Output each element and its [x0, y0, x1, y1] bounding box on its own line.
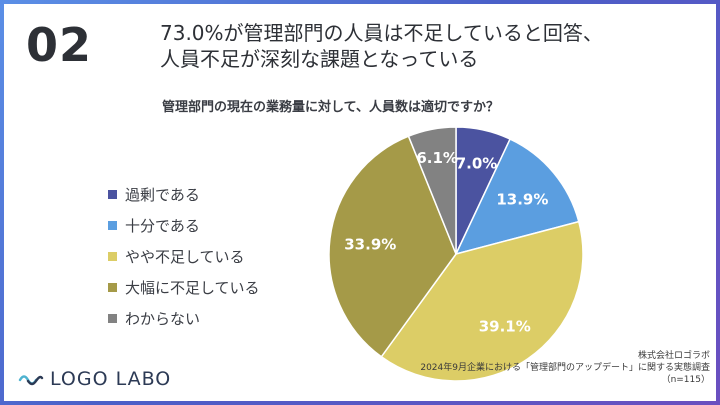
logo-wave-icon: [18, 375, 44, 386]
pie-data-label: 39.1%: [479, 317, 531, 335]
legend-label: 大幅に不足している: [125, 279, 260, 297]
legend-label: わからない: [125, 310, 201, 328]
legend-swatch: [108, 221, 117, 230]
pie-slice: [328, 135, 457, 358]
pie-data-label: 13.9%: [496, 191, 548, 209]
headline-line-2: 人員不足が深刻な課題となっている: [160, 47, 479, 71]
logo: LOGO LABO: [18, 368, 171, 390]
chart-title: 管理部門の現在の業務量に対して、人員数は適切ですか？: [162, 100, 499, 115]
legend-swatch: [108, 190, 117, 199]
source-survey: 2024年9月企業における「管理部門のアップデート」に関する実態調査: [420, 363, 710, 373]
pie-slice: [407, 126, 457, 255]
legend-swatch: [108, 314, 117, 323]
legend-item: 過剰である: [108, 179, 260, 210]
pie-data-label: 33.9%: [344, 235, 396, 253]
legend-item: 大幅に不足している: [108, 272, 260, 303]
source-company: 株式会社ロゴラボ: [637, 351, 710, 361]
headline-line-1: 73.0%が管理部門の人員は不足していると回答、: [160, 21, 603, 45]
pie-data-label: 7.0%: [456, 154, 498, 172]
legend-swatch: [108, 252, 117, 261]
pie-chart: 7.0% 13.9% 39.1% 33.9% 6.1%: [328, 126, 584, 382]
pie-slice: [454, 138, 580, 256]
slide-card: 02 73.0%が管理部門の人員は不足していると回答、 人員不足が深刻な課題とな…: [4, 4, 716, 401]
legend-label: やや不足している: [125, 248, 245, 266]
logo-text: LOGO LABO: [50, 368, 172, 390]
source-sample: （n=115）: [661, 375, 710, 385]
legend-label: 十分である: [125, 217, 200, 235]
source-note: 株式会社ロゴラボ 2024年9月企業における「管理部門のアップデート」に関する実…: [420, 350, 710, 386]
legend-item: わからない: [108, 303, 260, 334]
legend-item: やや不足している: [108, 241, 260, 272]
legend-swatch: [108, 283, 117, 292]
legend-label: 過剰である: [125, 186, 200, 204]
pie-slice: [380, 220, 584, 382]
legend-item: 十分である: [108, 210, 260, 241]
slide-number: 02: [26, 18, 93, 72]
chart-legend: 過剰である 十分である やや不足している 大幅に不足している わからない: [108, 179, 260, 334]
slide-headline: 73.0%が管理部門の人員は不足していると回答、 人員不足が深刻な課題となってい…: [160, 20, 603, 72]
pie-data-label: 6.1%: [416, 149, 458, 167]
